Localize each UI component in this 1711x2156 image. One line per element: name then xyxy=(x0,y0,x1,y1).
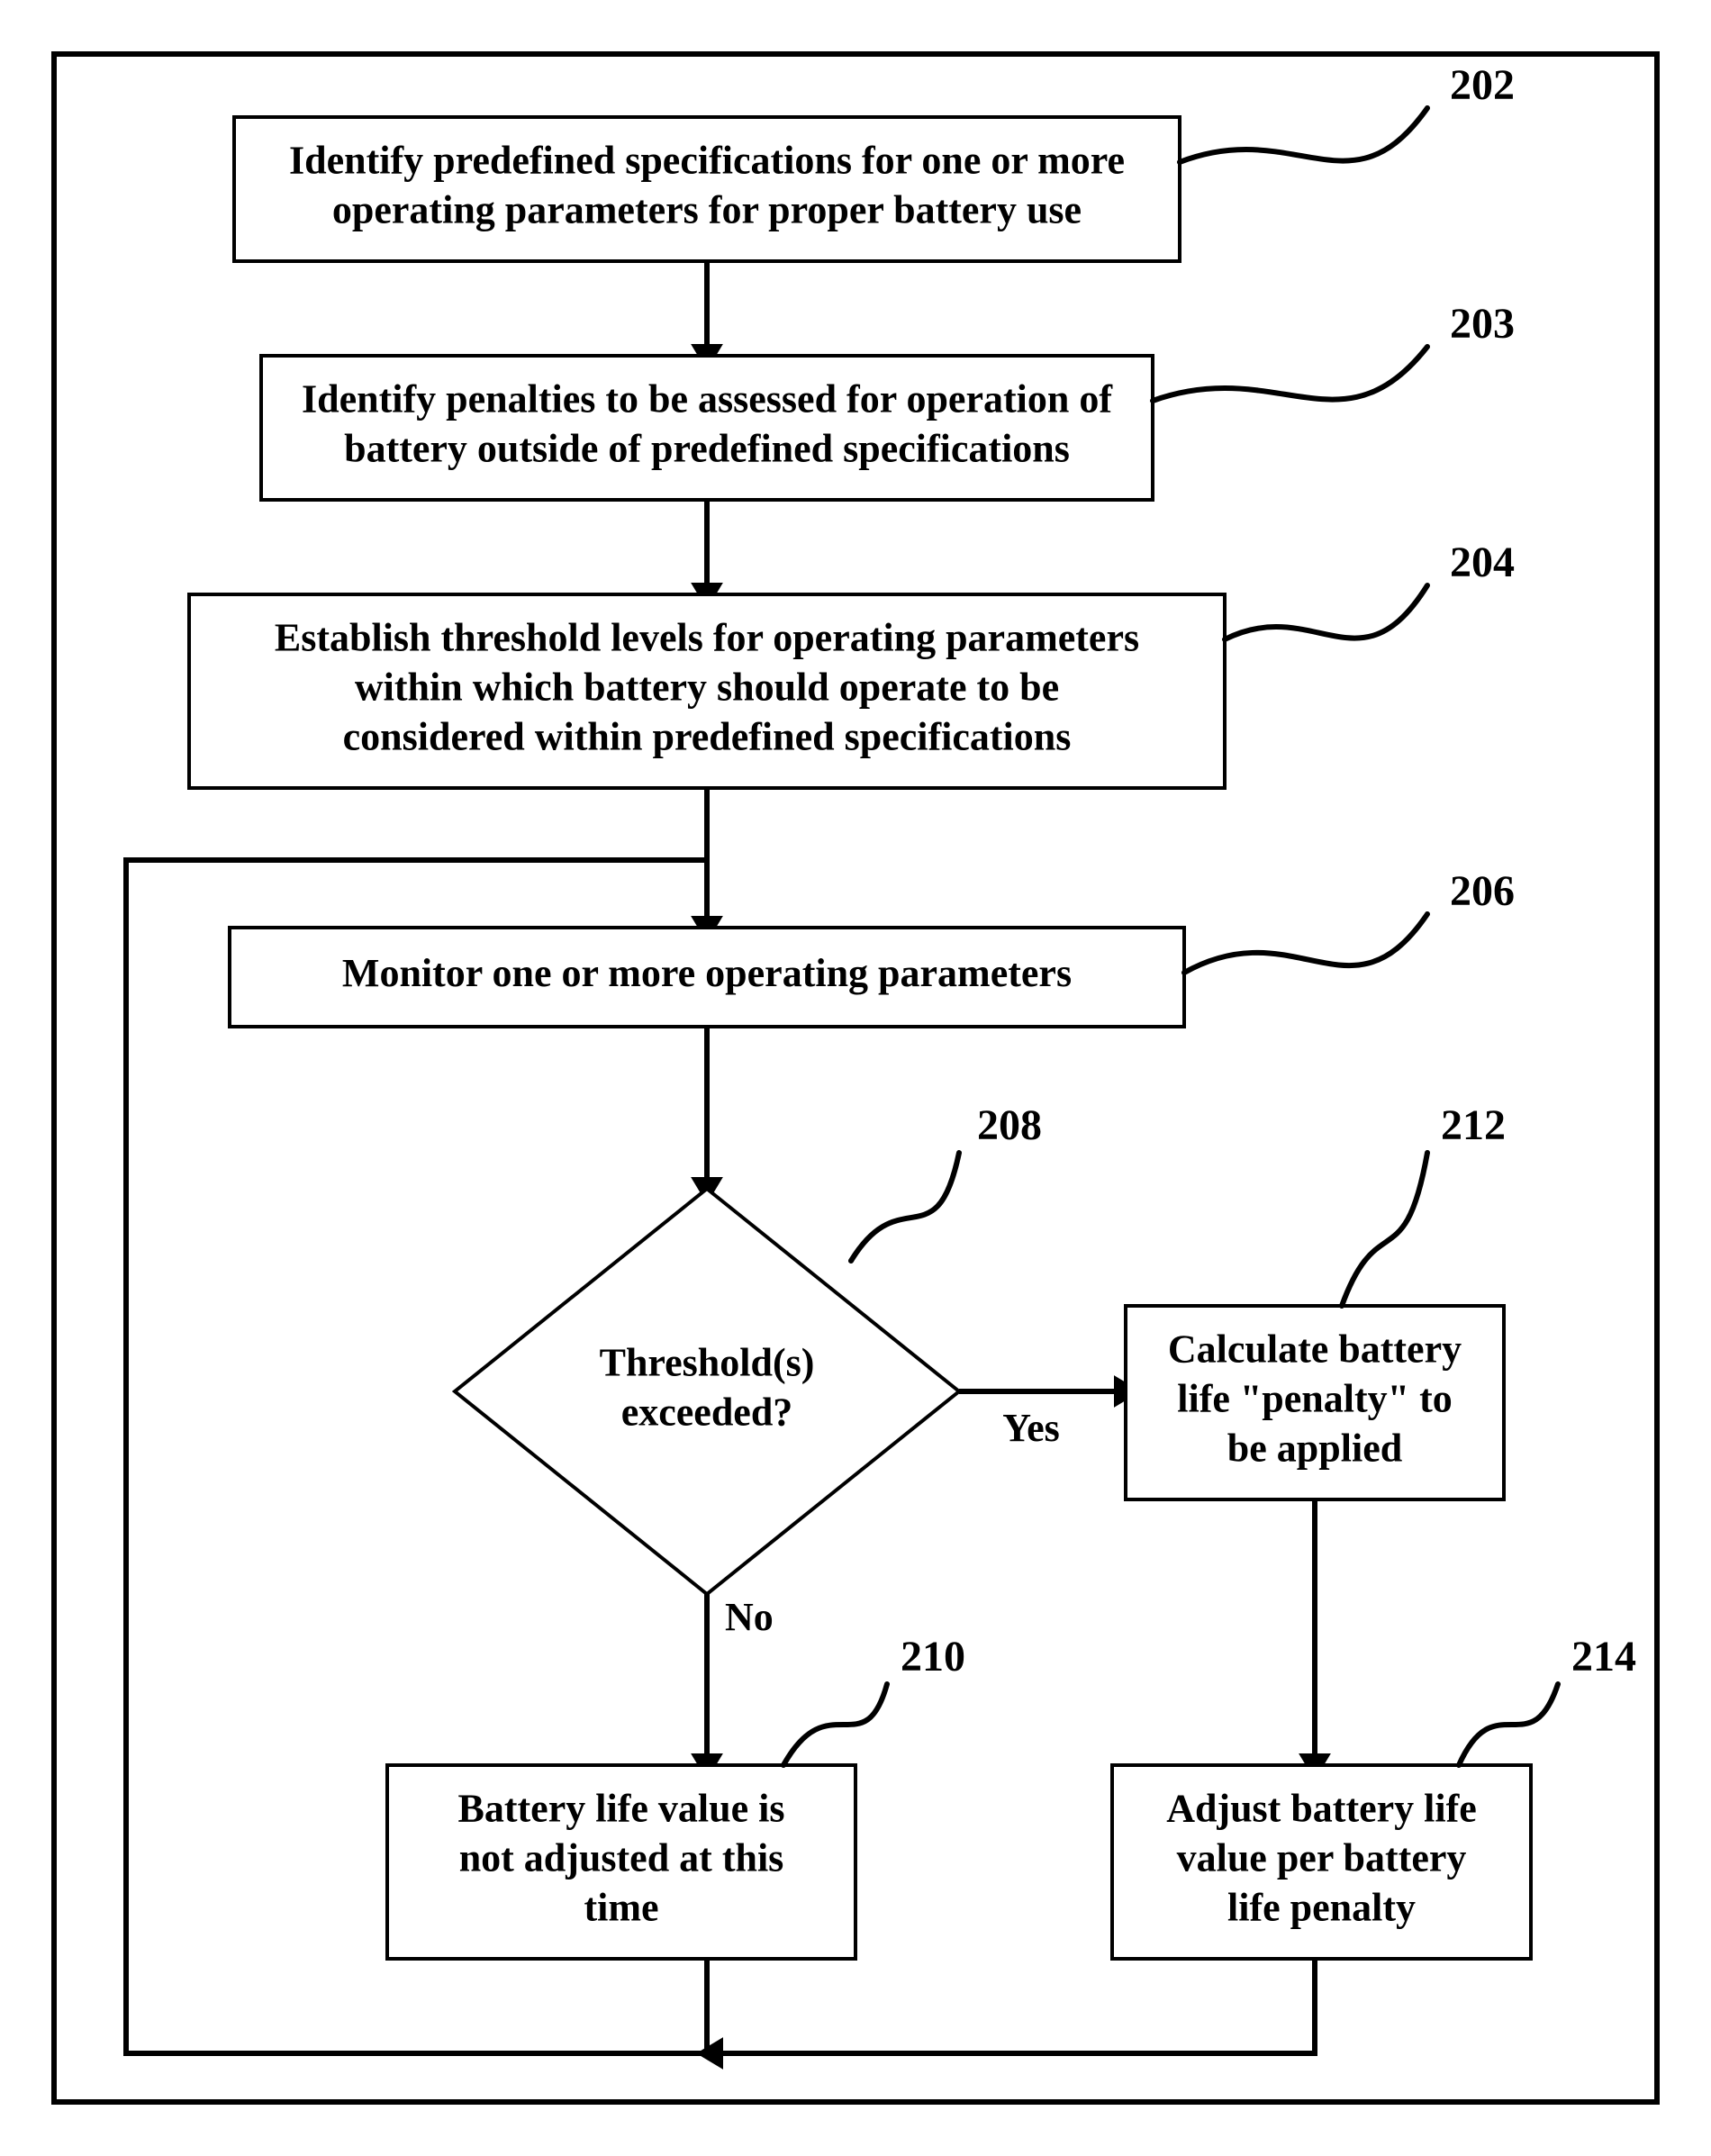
callout-n210 xyxy=(783,1684,887,1765)
node-text-n202-0: Identify predefined specifications for o… xyxy=(289,139,1125,183)
callout-n206 xyxy=(1184,914,1427,973)
callout-n202 xyxy=(1180,108,1427,162)
node-n212: Calculate battery life "penalty" to be app… xyxy=(1126,1101,1506,1499)
node-text-n214-1: value per battery xyxy=(1177,1836,1467,1880)
edge-label-e5: Yes xyxy=(1002,1406,1060,1450)
node-text-n210-1: not adjusted at this xyxy=(459,1836,784,1880)
node-text-n202-1: operating parameters for proper battery … xyxy=(332,188,1082,232)
node-text-n210-0: Battery life value is xyxy=(458,1787,785,1831)
node-n204: Establish threshold levels for operating… xyxy=(189,539,1515,788)
node-text-n204-1: within which battery should operate to b… xyxy=(355,666,1059,710)
edge-label-e6: No xyxy=(725,1595,774,1639)
node-n208: Threshold(s) exceeded? 208 xyxy=(455,1101,1042,1594)
node-text-n210-2: time xyxy=(584,1886,658,1930)
ref-number-n210: 210 xyxy=(901,1633,965,1680)
ref-number-n214: 214 xyxy=(1571,1633,1636,1680)
ref-number-n204: 204 xyxy=(1450,539,1515,586)
node-text-n212-1: life "penalty" to xyxy=(1177,1377,1453,1421)
callout-n208 xyxy=(851,1153,959,1261)
node-text-n212-0: Calculate battery xyxy=(1168,1327,1462,1372)
node-text-n204-2: considered within predefined specificati… xyxy=(343,715,1072,759)
ref-number-n202: 202 xyxy=(1450,61,1515,109)
node-text-n203-1: battery outside of predefined specificat… xyxy=(344,427,1070,471)
node-text-n208-1: exceeded? xyxy=(621,1391,793,1435)
ref-number-n208: 208 xyxy=(977,1101,1042,1149)
node-text-n206-0: Monitor one or more operating parameters xyxy=(342,951,1072,995)
ref-number-n212: 212 xyxy=(1441,1101,1506,1149)
node-n203: Identify penalties to be assessed for op… xyxy=(261,300,1515,500)
node-text-n204-0: Establish threshold levels for operating… xyxy=(275,616,1139,660)
node-text-n212-2: be applied xyxy=(1227,1427,1402,1471)
ref-number-n203: 203 xyxy=(1450,300,1515,348)
node-text-n208-0: Threshold(s) xyxy=(600,1341,815,1385)
callout-n204 xyxy=(1225,585,1427,639)
node-text-n214-2: life penalty xyxy=(1227,1886,1416,1930)
callout-n212 xyxy=(1342,1153,1427,1306)
node-n202: Identify predefined specifications for o… xyxy=(234,61,1515,261)
edge-e9 xyxy=(711,1959,1315,2053)
node-text-n203-0: Identify penalties to be assessed for op… xyxy=(302,377,1113,421)
node-n214: Adjust battery life value per battery life… xyxy=(1112,1633,1636,1959)
callout-n203 xyxy=(1153,347,1427,401)
node-n210: Battery life value is not adjusted at thi… xyxy=(387,1633,965,1959)
ref-number-n206: 206 xyxy=(1450,867,1515,915)
callout-n214 xyxy=(1459,1684,1558,1765)
node-n206: Monitor one or more operating parameters… xyxy=(230,867,1515,1027)
node-text-n214-0: Adjust battery life xyxy=(1166,1787,1477,1831)
